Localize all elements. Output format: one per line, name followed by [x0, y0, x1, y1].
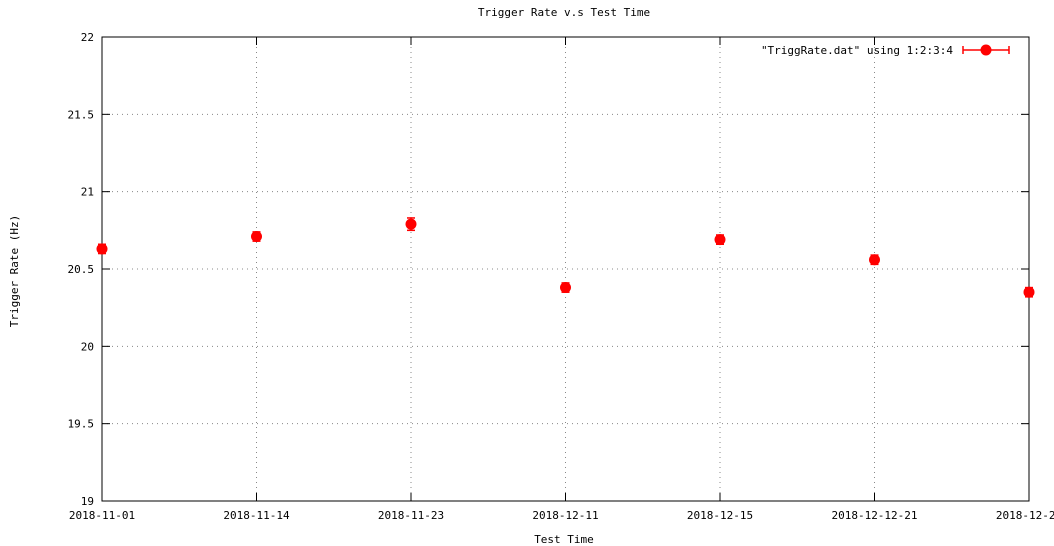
x-tick-label: 2018-12-15 [687, 509, 753, 522]
tick-labels: 19 19.5 20 20.5 21 21.5 22 2018-11-01 2018-11-14… [68, 31, 1054, 522]
data-point [714, 234, 726, 246]
x-tick-label: 2018-12-11 [532, 509, 598, 522]
x-tick-label: 2018-11-01 [69, 509, 135, 522]
x-tick-label: 2018-12-12-21 [831, 509, 917, 522]
data-point [869, 254, 880, 266]
y-tick-label: 19 [81, 495, 94, 508]
legend-point [980, 44, 992, 56]
axes [101, 36, 1030, 502]
y-tick-label: 19.5 [68, 418, 95, 431]
y-tick-label: 21 [81, 186, 94, 199]
y-tick-label: 20 [81, 340, 94, 353]
legend-label: "TriggRate.dat" using 1:2:3:4 [761, 44, 953, 57]
grid-lines [102, 37, 1029, 501]
data-point [560, 282, 571, 294]
x-tick-label: 2018-11-14 [223, 509, 290, 522]
plot-border [101, 36, 1030, 502]
legend-marker [962, 44, 1010, 56]
data-point [405, 218, 417, 230]
y-tick-label: 21.5 [68, 108, 95, 121]
data-point [96, 243, 108, 255]
y-tick-label: 22 [81, 31, 94, 44]
legend: "TriggRate.dat" using 1:2:3:4 [761, 44, 1010, 57]
data-points [96, 217, 1035, 298]
x-axis-label: Test Time [534, 533, 594, 546]
data-point [251, 231, 262, 243]
x-tick-label: 2018-12-28 [996, 509, 1054, 522]
data-point [1023, 286, 1035, 298]
x-tick-label: 2018-11-23 [378, 509, 444, 522]
y-axis-label: Trigger Rate (Hz) [8, 215, 21, 328]
y-tick-label: 20.5 [68, 263, 95, 276]
chart-title: Trigger Rate v.s Test Time [478, 6, 650, 19]
